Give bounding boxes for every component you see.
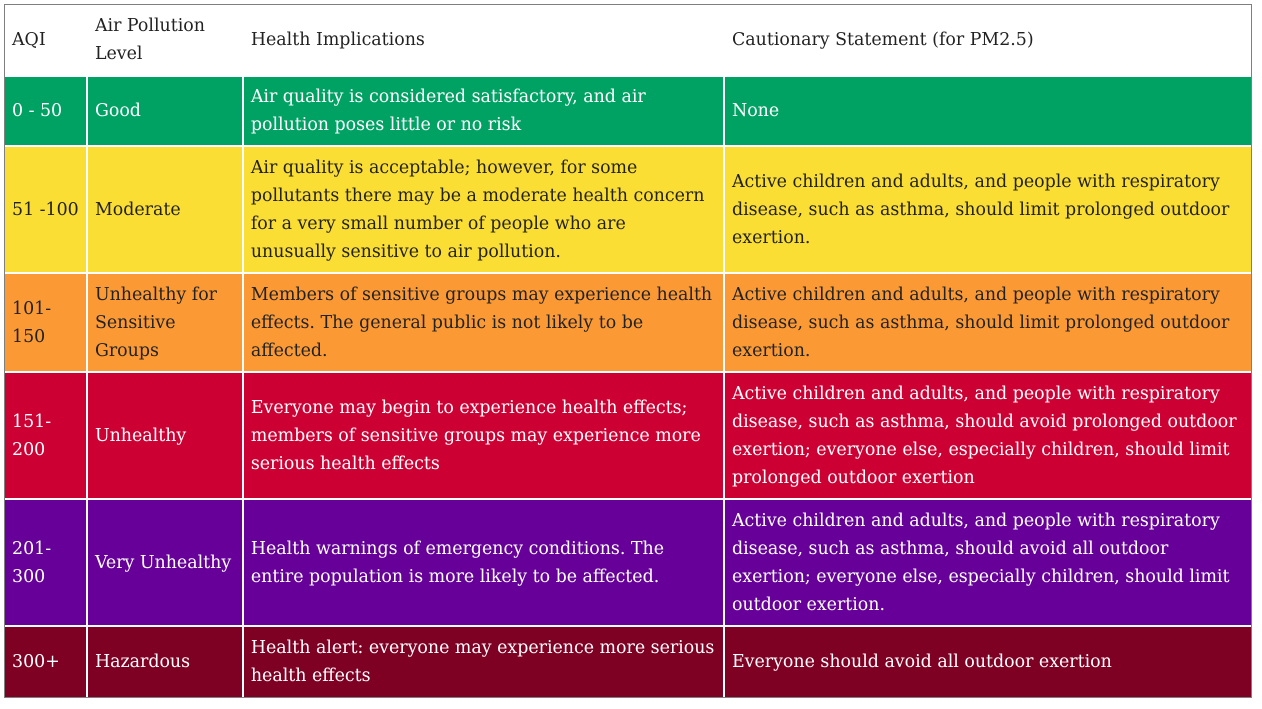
header-health-implications: Health Implications [243, 5, 725, 77]
health-implications-cell: Members of sensitive groups may experien… [243, 274, 725, 373]
health-implications-cell: Everyone may begin to experience health … [243, 373, 725, 500]
header-row: AQI Air Pollution Level Health Implicati… [5, 5, 1251, 77]
cautionary-statement-cell: None [724, 77, 1251, 147]
cautionary-statement-cell: Active children and adults, and people w… [724, 147, 1251, 274]
table-row-very-unhealthy: 201-300 Very Unhealthy Health warnings o… [5, 500, 1251, 627]
table-row-hazardous: 300+ Hazardous Health alert: everyone ma… [5, 627, 1251, 697]
table-row-good: 0 - 50 Good Air quality is considered sa… [5, 77, 1251, 147]
header-cautionary-statement: Cautionary Statement (for PM2.5) [724, 5, 1251, 77]
health-implications-cell: Health warnings of emergency conditions.… [243, 500, 725, 627]
aqi-range-cell: 300+ [5, 627, 88, 697]
health-implications-cell: Air quality is acceptable; however, for … [243, 147, 725, 274]
cautionary-statement-cell: Active children and adults, and people w… [724, 500, 1251, 627]
aqi-range-cell: 151-200 [5, 373, 88, 500]
table-body: 0 - 50 Good Air quality is considered sa… [5, 77, 1251, 697]
cautionary-statement-cell: Active children and adults, and people w… [724, 373, 1251, 500]
cautionary-statement-cell: Active children and adults, and people w… [724, 274, 1251, 373]
pollution-level-cell: Unhealthy [87, 373, 244, 500]
table-row-moderate: 51 -100 Moderate Air quality is acceptab… [5, 147, 1251, 274]
pollution-level-cell: Unhealthy for Sensitive Groups [87, 274, 244, 373]
aqi-table: AQI Air Pollution Level Health Implicati… [4, 4, 1252, 698]
pollution-level-cell: Very Unhealthy [87, 500, 244, 627]
health-implications-cell: Air quality is considered satisfactory, … [243, 77, 725, 147]
header-aqi: AQI [5, 5, 88, 77]
aqi-range-cell: 51 -100 [5, 147, 88, 274]
aqi-range-cell: 101-150 [5, 274, 88, 373]
table-header: AQI Air Pollution Level Health Implicati… [5, 5, 1251, 77]
table-row-unhealthy: 151-200 Unhealthy Everyone may begin to … [5, 373, 1251, 500]
health-implications-cell: Health alert: everyone may experience mo… [243, 627, 725, 697]
pollution-level-cell: Hazardous [87, 627, 244, 697]
header-air-pollution-level: Air Pollution Level [87, 5, 244, 77]
pollution-level-cell: Good [87, 77, 244, 147]
pollution-level-cell: Moderate [87, 147, 244, 274]
aqi-range-cell: 201-300 [5, 500, 88, 627]
cautionary-statement-cell: Everyone should avoid all outdoor exerti… [724, 627, 1251, 697]
table-row-unhealthy-sensitive: 101-150 Unhealthy for Sensitive Groups M… [5, 274, 1251, 373]
aqi-range-cell: 0 - 50 [5, 77, 88, 147]
